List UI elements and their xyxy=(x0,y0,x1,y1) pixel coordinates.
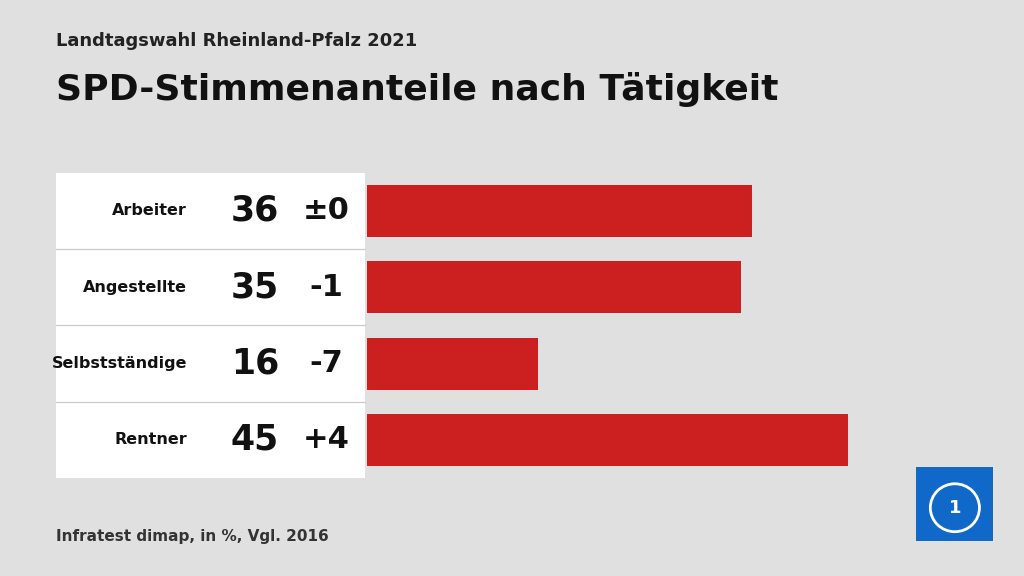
Text: SPD-Stimmenanteile nach Tätigkeit: SPD-Stimmenanteile nach Tätigkeit xyxy=(56,72,779,107)
Bar xyxy=(368,262,741,313)
Bar xyxy=(368,414,848,466)
Text: 16: 16 xyxy=(230,347,279,381)
Text: ±0: ±0 xyxy=(303,196,350,225)
Text: 1: 1 xyxy=(948,499,962,517)
Text: -1: -1 xyxy=(309,273,344,302)
Text: Infratest dimap, in %, Vgl. 2016: Infratest dimap, in %, Vgl. 2016 xyxy=(56,529,329,544)
Text: Angestellte: Angestellte xyxy=(83,280,187,295)
Text: Arbeiter: Arbeiter xyxy=(113,203,187,218)
Bar xyxy=(368,338,538,389)
Text: 45: 45 xyxy=(230,423,279,457)
Text: 36: 36 xyxy=(230,194,279,228)
Text: Rentner: Rentner xyxy=(115,433,187,448)
Bar xyxy=(56,173,365,478)
Text: -7: -7 xyxy=(310,349,343,378)
Text: Selbstständige: Selbstständige xyxy=(52,356,187,371)
Text: Landtagswahl Rheinland-Pfalz 2021: Landtagswahl Rheinland-Pfalz 2021 xyxy=(56,32,418,50)
Text: 35: 35 xyxy=(230,270,279,304)
FancyBboxPatch shape xyxy=(912,463,997,545)
Text: +4: +4 xyxy=(303,426,350,454)
Bar xyxy=(368,185,752,237)
